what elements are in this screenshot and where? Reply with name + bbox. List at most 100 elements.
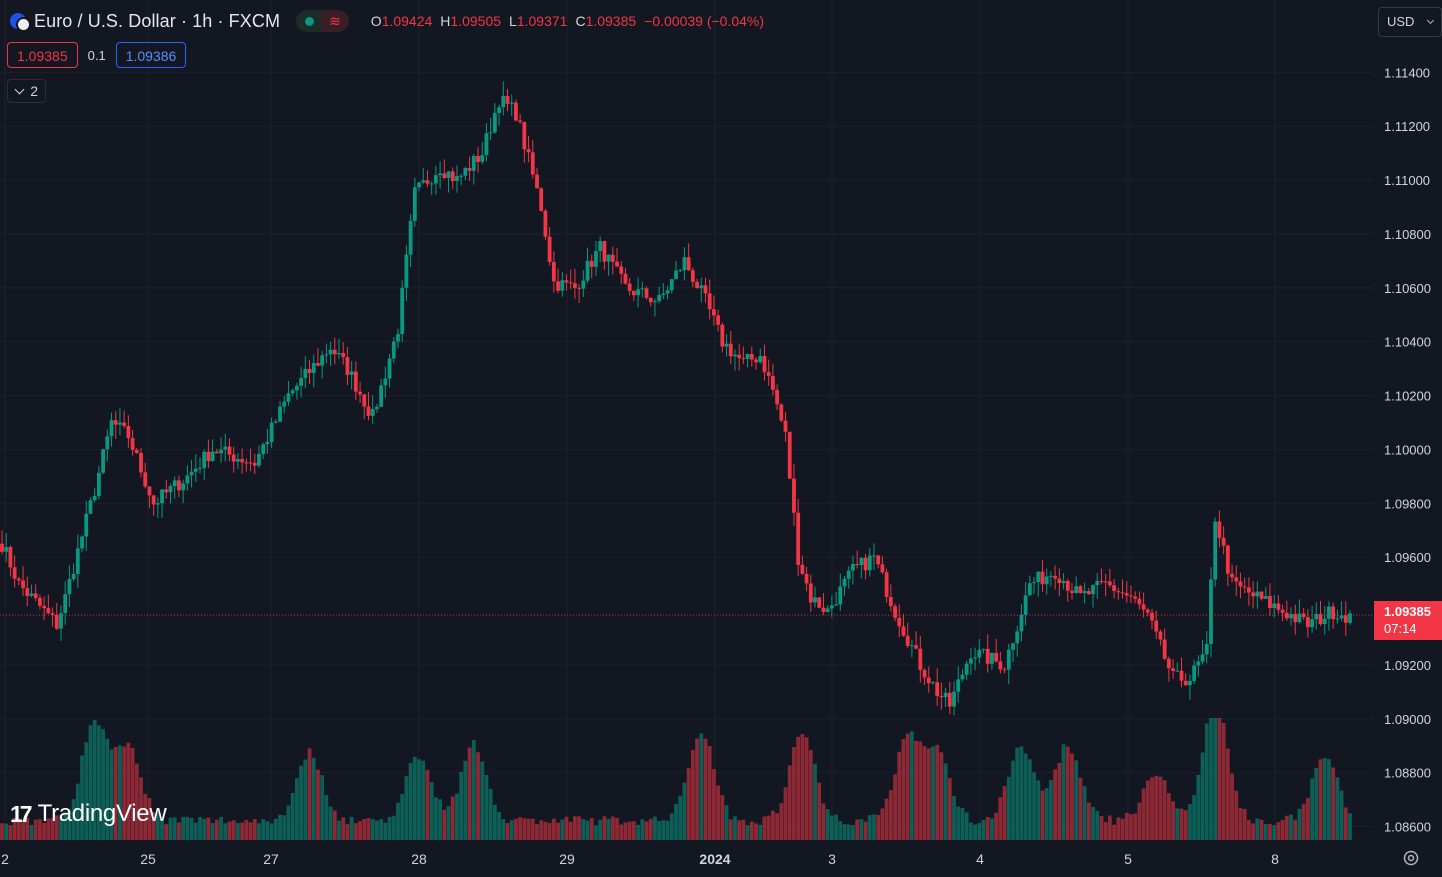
volume-bar: [914, 740, 919, 840]
volume-bar: [429, 782, 434, 840]
volume-bar: [796, 736, 801, 840]
volume-bar: [396, 802, 400, 840]
volume-bar: [1129, 814, 1133, 840]
volume-bar: [1015, 747, 1020, 840]
volume-bar: [1040, 790, 1045, 840]
volume-bar: [67, 809, 72, 840]
candle-body: [273, 421, 278, 423]
volume-bar: [551, 818, 556, 840]
volume-bar: [804, 737, 809, 840]
volume-bar: [59, 818, 63, 840]
candle-body: [526, 149, 531, 153]
low-key: L: [509, 13, 517, 29]
candle-body: [46, 608, 51, 614]
volume-bar: [252, 819, 257, 840]
candle-body: [1293, 614, 1298, 623]
volume-bar: [391, 815, 396, 840]
volume-bar: [0, 823, 4, 840]
volume-bar: [501, 819, 506, 840]
candle-body: [1166, 658, 1171, 669]
candle-body: [1305, 617, 1310, 628]
candle-body: [202, 451, 207, 468]
candle-body: [219, 449, 223, 454]
volume-bar: [1019, 746, 1024, 840]
candle-body: [1141, 604, 1146, 610]
volume-bar: [1331, 767, 1336, 840]
candles: [0, 81, 1352, 716]
candle-body: [294, 385, 299, 391]
volume-bar: [1011, 760, 1015, 840]
volume-bar: [206, 817, 211, 840]
volume-bar: [661, 820, 666, 840]
volume-bar: [88, 725, 93, 840]
volume-bar: [813, 763, 817, 840]
volume-bar: [1255, 818, 1260, 840]
volume-bar: [1204, 723, 1209, 840]
buy-button[interactable]: 1.09386: [115, 42, 187, 68]
candle-body: [610, 254, 615, 262]
volume-bar: [240, 822, 245, 840]
volume-bar: [122, 746, 127, 840]
candle-body: [231, 454, 236, 462]
price-axis[interactable]: 1.11400 1.11200 1.11000 1.10800 1.10600 1.104…: [1384, 65, 1431, 834]
volume-bar: [4, 823, 9, 840]
candle-body: [383, 378, 388, 386]
volume-bar: [573, 816, 577, 840]
candle-body: [623, 273, 628, 284]
volume-bar: [219, 817, 223, 840]
time-axis[interactable]: 2 25 27 28 29 2024 3 4 5 8: [1, 851, 1279, 867]
candle-body: [1183, 680, 1188, 686]
volume-bar: [851, 825, 855, 840]
price-tick-label: 1.10000: [1384, 442, 1431, 457]
candle-body: [914, 645, 919, 649]
volume-bar: [712, 769, 716, 840]
candle-body: [455, 176, 459, 182]
volume-bar: [754, 823, 758, 840]
volume-bar: [231, 820, 236, 840]
candle-body: [126, 425, 131, 439]
currency-select[interactable]: USD: [1378, 7, 1442, 37]
high-value: 1.09505: [450, 13, 502, 29]
symbol-title[interactable]: Euro / U.S. Dollar · 1h · FXCM: [34, 10, 281, 31]
candle-body: [598, 241, 603, 252]
volume-bar: [505, 823, 510, 840]
candle-body: [985, 648, 990, 664]
indicators-toggle-button[interactable]: 2: [7, 79, 46, 103]
candle-body: [935, 682, 940, 697]
volume-bar: [349, 816, 354, 840]
candle-body: [269, 422, 274, 442]
candle-body: [1129, 595, 1133, 597]
volume-bar: [1221, 722, 1226, 840]
volume-bar: [459, 771, 464, 840]
price-tick-label: 1.09600: [1384, 550, 1431, 565]
candle-body: [1188, 680, 1192, 686]
candle-body: [480, 155, 485, 162]
candle-body: [1103, 581, 1108, 583]
volume-bar: [412, 756, 417, 840]
candle-body: [206, 451, 211, 462]
market-status[interactable]: ≋: [296, 10, 349, 32]
price-tick-label: 1.11200: [1384, 119, 1430, 134]
volume-bar: [450, 796, 455, 840]
candle-body: [96, 472, 101, 496]
candle-body: [29, 593, 34, 596]
candle-body: [787, 431, 792, 479]
candle-body: [615, 261, 619, 267]
market-open-dot-icon: [305, 16, 315, 26]
volume-bar: [985, 817, 990, 840]
volume-bar: [1137, 802, 1142, 840]
bar-countdown: 07:14: [1384, 621, 1417, 636]
volume-bar: [1192, 794, 1197, 840]
settings-gear-icon[interactable]: [1401, 848, 1421, 868]
volume-bar: [282, 815, 287, 840]
tradingview-logo[interactable]: 17 TradingView: [10, 800, 167, 828]
candle-body: [1162, 639, 1167, 659]
candle-body: [893, 606, 897, 618]
candle-body: [488, 132, 493, 134]
candle-body: [1234, 577, 1239, 582]
sell-button[interactable]: 1.09385: [7, 42, 78, 68]
volume-bar: [922, 746, 927, 840]
volume-bar: [1196, 774, 1201, 840]
candle-body: [408, 220, 413, 255]
